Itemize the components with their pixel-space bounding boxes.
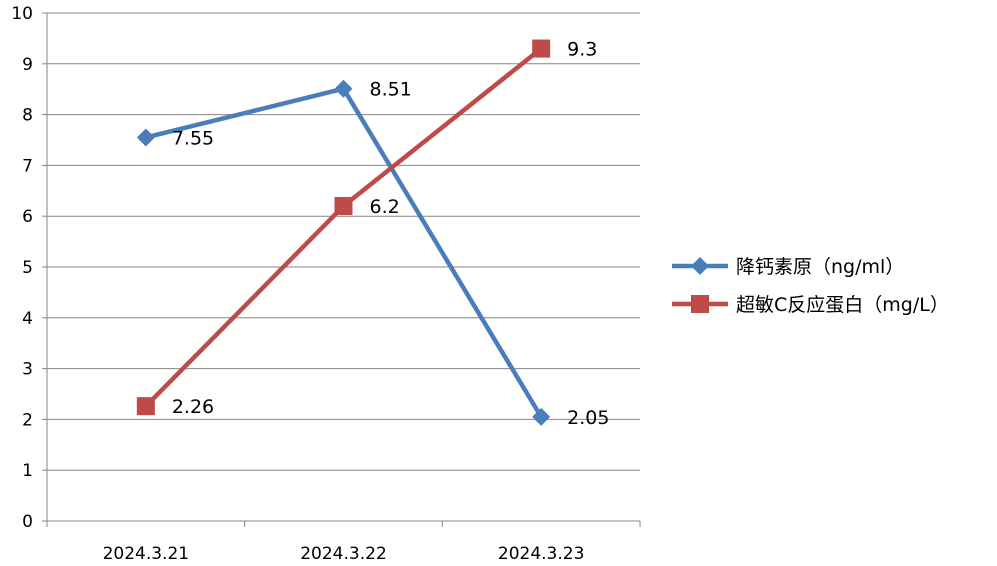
- data-point-square: [532, 39, 551, 58]
- y-tick-label: 8: [22, 106, 33, 126]
- series-line-2: [143, 46, 544, 409]
- series-group: [136, 39, 551, 426]
- legend-label-2: 超敏C反应蛋白（mg/L）: [736, 294, 949, 316]
- data-label: 8.51: [370, 79, 412, 101]
- y-tick-label: 6: [22, 207, 33, 227]
- data-point-diamond: [532, 407, 551, 426]
- data-label: 2.26: [172, 396, 214, 418]
- data-point-square: [334, 197, 353, 216]
- y-tick-label: 3: [22, 360, 33, 380]
- data-point-square: [136, 397, 155, 416]
- data-point-diamond: [334, 79, 353, 98]
- x-tick-label: 2024.3.23: [498, 544, 585, 564]
- axes: 0 1 2 3 4 5 6 7 8 9 10 2024.3.21 2024.3.22 2024.3.23: [11, 4, 641, 564]
- x-tick-label: 2024.3.21: [103, 544, 190, 564]
- legend: 降钙素原（ng/ml） 超敏C反应蛋白（mg/L）: [672, 256, 949, 316]
- y-tick-label: 7: [22, 156, 33, 176]
- y-tick-label: 9: [22, 55, 33, 75]
- legend-marker-square: [691, 295, 709, 313]
- y-tick-label: 2: [22, 410, 33, 430]
- gridlines: [47, 12, 640, 471]
- legend-label-1: 降钙素原（ng/ml）: [736, 256, 904, 278]
- legend-marker-diamond: [691, 257, 709, 275]
- data-label: 2.05: [567, 407, 609, 429]
- data-label: 6.2: [370, 196, 400, 218]
- data-labels: 7.55 8.51 2.05 2.26 6.2 9.3: [172, 39, 610, 429]
- y-tick-label: 5: [22, 258, 33, 278]
- data-point-diamond: [136, 128, 155, 147]
- y-tick-label: 10: [11, 4, 33, 24]
- y-tick-label: 1: [22, 461, 33, 481]
- y-tick-label: 0: [22, 512, 33, 532]
- y-tick-label: 4: [22, 309, 33, 329]
- data-label: 7.55: [172, 127, 214, 149]
- x-tick-label: 2024.3.22: [300, 544, 387, 564]
- data-label: 9.3: [567, 39, 597, 61]
